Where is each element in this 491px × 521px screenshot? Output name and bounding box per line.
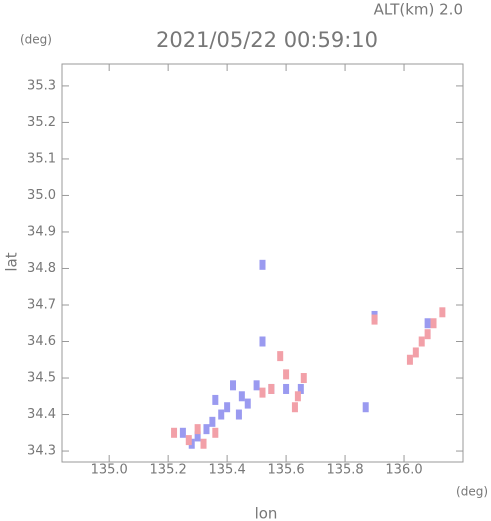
echo-point bbox=[218, 409, 225, 420]
echo-point bbox=[253, 380, 260, 391]
echo-point bbox=[268, 383, 275, 394]
y-tick-label: 35.3 bbox=[27, 78, 56, 93]
y-label: lat bbox=[3, 252, 21, 271]
echo-point bbox=[179, 427, 186, 438]
x-tick-label: 135.4 bbox=[209, 463, 246, 478]
echo-point bbox=[194, 431, 201, 442]
y-tick-label: 35.2 bbox=[27, 115, 56, 130]
echo-point bbox=[171, 427, 178, 438]
x-tick-label: 135.0 bbox=[91, 463, 128, 478]
echo-point bbox=[212, 427, 219, 438]
echo-point bbox=[294, 391, 301, 402]
y-tick-label: 35.0 bbox=[27, 188, 56, 203]
echo-point bbox=[277, 351, 284, 362]
echo-point bbox=[412, 347, 419, 358]
y-tick-label: 34.6 bbox=[27, 334, 56, 349]
echo-point bbox=[297, 383, 304, 394]
echo-point bbox=[212, 394, 219, 405]
echo-point bbox=[300, 373, 307, 384]
y-tick-label: 34.7 bbox=[27, 297, 56, 312]
echo-point bbox=[235, 409, 242, 420]
echo-point bbox=[430, 318, 437, 329]
echo-point bbox=[424, 318, 431, 329]
echo-point bbox=[200, 438, 207, 449]
echo-point bbox=[283, 383, 290, 394]
echo-point bbox=[238, 391, 245, 402]
echo-point bbox=[371, 314, 378, 325]
x-label: lon bbox=[255, 505, 278, 521]
y-unit: (deg) bbox=[20, 33, 52, 47]
y-tick-label: 34.4 bbox=[27, 407, 56, 422]
x-tick-label: 136.0 bbox=[385, 463, 422, 478]
y-tick-label: 34.3 bbox=[27, 444, 56, 459]
echo-point bbox=[259, 387, 266, 398]
y-tick-label: 35.1 bbox=[27, 151, 56, 166]
chart-title: 2021/05/22 00:59:10 bbox=[156, 28, 378, 52]
echo-point bbox=[406, 354, 413, 365]
y-tick-label: 34.5 bbox=[27, 371, 56, 386]
echo-point bbox=[244, 398, 251, 409]
x-tick-label: 135.2 bbox=[150, 463, 187, 478]
subtitle: ALT(km) 2.0 bbox=[374, 1, 463, 19]
echo-point bbox=[362, 402, 369, 413]
y-tick-label: 34.9 bbox=[27, 224, 56, 239]
x-tick-label: 135.8 bbox=[326, 463, 363, 478]
plot-frame bbox=[61, 63, 464, 463]
echo-point bbox=[203, 424, 210, 435]
echo-point bbox=[224, 402, 231, 413]
echo-point bbox=[259, 259, 266, 270]
echo-point bbox=[230, 380, 237, 391]
echo-point bbox=[209, 416, 216, 427]
echo-point bbox=[194, 424, 201, 435]
echo-point bbox=[291, 402, 298, 413]
echo-point bbox=[439, 307, 446, 318]
echo-point bbox=[418, 336, 425, 347]
x-tick-label: 135.6 bbox=[267, 463, 304, 478]
echo-point bbox=[283, 369, 290, 380]
echo-point bbox=[185, 435, 192, 446]
echo-point bbox=[424, 329, 431, 340]
x-unit: (deg) bbox=[456, 485, 488, 499]
y-tick-label: 34.8 bbox=[27, 261, 56, 276]
echo-point bbox=[259, 336, 266, 347]
